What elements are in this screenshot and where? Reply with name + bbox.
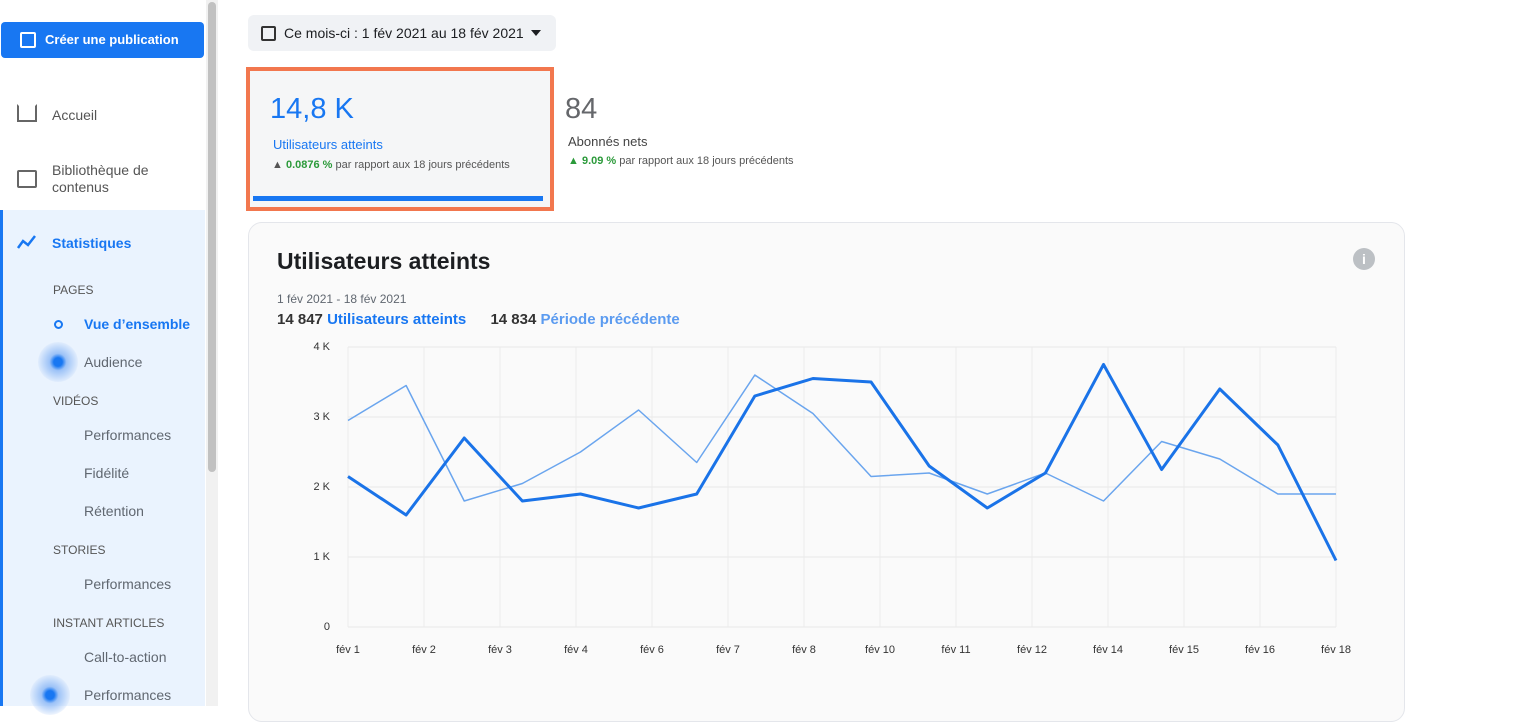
active-section — [0, 210, 205, 706]
x-tick-label: fév 3 — [488, 644, 512, 656]
x-tick-label: fév 12 — [1017, 644, 1047, 656]
series-line — [347, 374, 1336, 502]
nav-item[interactable]: Accueil — [52, 107, 98, 123]
nav-item[interactable]: Statistiques — [52, 235, 132, 251]
chart: 0 1 K 2 K 3 K 4 K fév 1 fév 2 fév 3 fév 4 fév 6 fé… — [313, 341, 1351, 656]
section-title: STORIES — [53, 543, 106, 557]
legend-entry: Période précédente — [540, 311, 680, 328]
caret — [531, 30, 541, 41]
info-icon[interactable]: i — [1353, 248, 1375, 270]
scroll-thumb[interactable] — [208, 2, 216, 472]
menu-item[interactable]: Audience — [84, 354, 143, 370]
x-tick-label: fév 15 — [1169, 644, 1199, 656]
x-tick-label: fév 4 — [564, 644, 588, 656]
x-tick-label: fév 2 — [412, 644, 436, 656]
chart-subtitle: 1 fév 2021 - 18 fév 2021 — [277, 292, 407, 306]
kpi-label: Abonnés nets — [568, 134, 648, 149]
x-tick-label: fév 6 — [640, 644, 664, 656]
comparison: par rapport aux 18 jours précédents — [619, 155, 794, 167]
x-tick-label: fév 1 — [336, 644, 360, 656]
kpi-value: 84 — [565, 93, 598, 125]
nav-item[interactable]: Bibliothèque de contenus — [52, 162, 149, 195]
x-tick-label: fév 10 — [865, 644, 895, 656]
kpi-change: ▲ 9.09 % par rapport aux 18 jours précéd… — [568, 155, 794, 167]
legend-total: 14 847 — [277, 311, 323, 328]
active-dot — [54, 320, 63, 329]
chart-title: Utilisateurs atteints — [277, 248, 491, 274]
edit-icon — [20, 32, 36, 48]
legend-entry: Utilisateurs atteints — [327, 311, 467, 328]
date-filter[interactable]: Ce mois-ci : 1 fév 2021 au 18 fév 2021 — [248, 15, 556, 51]
kpi-value: 14,8 K — [270, 93, 354, 125]
menu-item[interactable]: Call-to-action — [84, 649, 167, 665]
x-tick-label: fév 16 — [1245, 644, 1275, 656]
y-tick-label: 1 K — [313, 551, 330, 563]
menu-item[interactable]: Vue d’ensemble — [84, 316, 191, 332]
page: Créer une publication Accueil Bibliothèq… — [0, 0, 1405, 722]
calendar-icon — [261, 26, 276, 41]
kpi-change: ▲ 0.0876 % par rapport aux 18 jours préc… — [272, 159, 510, 171]
x-tick-label: fév 7 — [716, 644, 740, 656]
home-icon — [17, 104, 37, 122]
sidebar: Créer une publication Accueil Bibliothèq… — [0, 0, 205, 715]
section-title: VIDÉOS — [53, 394, 99, 408]
legend: 14 847 Utilisateurs atteints 14 834 Péri… — [277, 311, 680, 328]
y-tick-label: 0 — [324, 621, 330, 633]
y-tick-label: 2 K — [313, 481, 330, 493]
change: 9.09 % — [581, 155, 617, 167]
chart-card: Utilisateurs atteints i 1 fév 2021 - 18 … — [248, 222, 1405, 722]
menu-item[interactable]: Rétention — [84, 503, 144, 519]
x-tick-label: fév 11 — [941, 644, 970, 656]
x-tick-label: fév 14 — [1093, 644, 1123, 656]
legend-total: 14 834 — [490, 311, 537, 328]
date-text: Ce mois-ci : 1 fév 2021 au 18 fév 2021 — [284, 25, 524, 41]
y-tick-label: 4 K — [313, 341, 330, 353]
section-title: INSTANT ARTICLES — [53, 616, 165, 630]
comparison: par rapport aux 18 jours précédents — [335, 159, 510, 171]
change: 0.0876 % — [285, 159, 333, 171]
kpi-label: Utilisateurs atteints — [273, 137, 383, 152]
pulse — [30, 675, 70, 715]
x-tick-label: fév 8 — [792, 644, 816, 656]
scrollbar — [206, 0, 218, 706]
pulse — [38, 342, 78, 382]
kpi-card[interactable]: 14,8 K Utilisateurs atteints ▲ 0.0876 % … — [246, 67, 554, 211]
active-bar — [253, 196, 543, 201]
x-tick-label: fév 18 — [1321, 644, 1351, 656]
stats-icon — [16, 235, 36, 249]
menu-item[interactable]: Performances — [84, 687, 172, 703]
series-line — [347, 363, 1338, 562]
section-title: PAGES — [53, 283, 94, 297]
menu-item[interactable]: Performances — [84, 427, 172, 443]
library-icon — [17, 170, 37, 188]
y-tick-label: 3 K — [313, 411, 330, 423]
menu-item[interactable]: Performances — [84, 576, 172, 592]
menu-item[interactable]: Fidélité — [84, 465, 130, 481]
